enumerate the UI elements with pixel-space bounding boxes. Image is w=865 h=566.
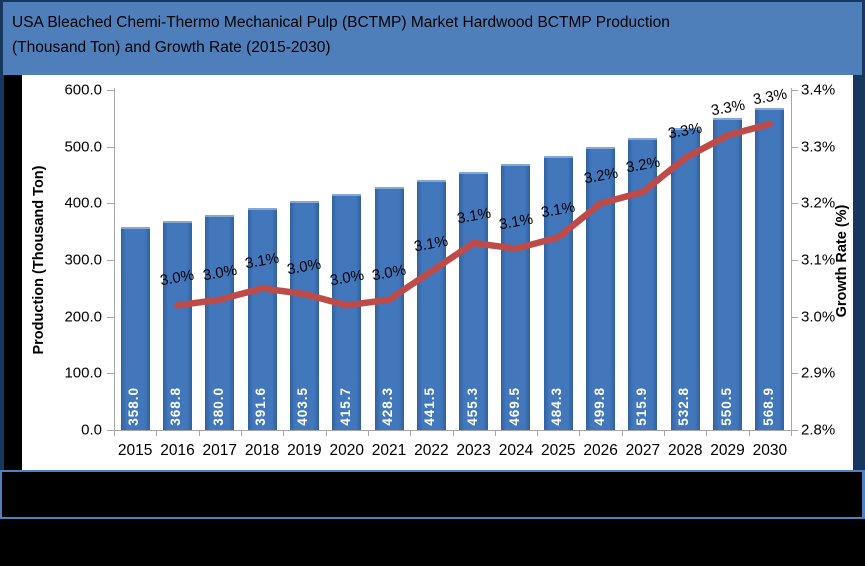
x-axis-category-label: 2020 [329,442,364,459]
right-axis-line [791,88,792,431]
bar [586,146,616,430]
x-axis-tick [452,430,454,436]
x-axis-category-label: 2019 [287,442,322,459]
right-axis-tick-label: 2.8% [801,421,836,439]
bar [332,194,362,430]
x-axis-category-label: 2018 [244,442,280,459]
bar [289,201,319,430]
x-axis-tick [706,430,708,436]
x-axis-tick [156,430,158,436]
x-axis-category-label: 2024 [498,442,534,459]
right-axis-tick [791,203,798,205]
x-axis-category-label: 2022 [414,442,449,459]
right-axis-tick [791,430,798,431]
right-axis-tick-label: 2.9% [801,364,836,382]
bar [162,221,192,430]
x-axis-tick [410,430,412,436]
y-axis-line [114,88,115,431]
x-axis-category-label: 2021 [371,442,407,459]
chart-title-line1: USA Bleached Chemi-Thermo Mechanical Pul… [12,14,670,31]
right-axis-tick [791,146,798,148]
x-axis-category-label: 2023 [456,442,491,459]
y-axis-tick-label: 200.0 [64,308,102,326]
right-axis-tick [791,260,798,261]
right-axis-tick-label: 3.0% [801,308,836,326]
y-axis-tick-label: 100.0 [64,364,102,382]
bar [416,179,446,430]
x-axis-tick [621,430,623,436]
y-axis-tick-label: 300.0 [64,251,102,269]
right-axis-tick-label: 3.3% [801,138,836,156]
y-axis-tick [107,90,114,91]
x-axis-category-label: 2028 [667,442,703,459]
y-axis-tick [107,260,114,261]
redacted-left-strip [4,75,22,470]
bar [205,214,235,430]
bar [374,187,404,430]
y-axis-tick-label: 0.0 [81,421,102,439]
x-axis-category-label: 2025 [541,442,576,459]
x-axis-category-label: 2016 [160,442,195,459]
bar [543,155,573,430]
x-axis-tick [579,430,581,436]
x-axis-tick [791,430,792,436]
x-axis-tick [283,430,285,436]
chart-title-band: USA Bleached Chemi-Thermo Mechanical Pul… [3,2,862,75]
redacted-legend-band [0,470,865,519]
bar [459,171,489,430]
redacted-footer-band [0,519,865,566]
right-axis-tick-label: 3.4% [801,81,836,99]
right-axis-tick [791,90,798,91]
x-axis-category-label: 2030 [752,442,788,459]
x-axis-tick [494,430,496,436]
x-axis-category-label: 2017 [202,442,238,459]
y-axis-tick [107,430,114,431]
bar [501,163,531,430]
y-axis-tick-label: 500.0 [64,138,102,156]
y-axis-tick [107,203,114,205]
y-axis-tick [107,146,114,148]
x-axis-tick [748,430,750,436]
right-axis-tick [791,373,798,375]
x-axis-category-label: 2029 [710,442,745,459]
bar [120,227,150,430]
y-axis-tick [107,316,114,318]
bar [755,107,785,430]
x-axis-tick [664,430,666,436]
x-axis-tick [325,430,327,436]
bar [670,128,700,430]
bar [247,208,277,430]
y-axis-tick [107,373,114,375]
x-axis-tick [537,430,539,436]
right-axis-tick-label: 3.2% [801,194,836,212]
y-axis-tick-label: 600.0 [64,81,102,99]
x-axis-tick [367,430,369,436]
right-axis-tick [791,316,798,318]
x-axis-tick [114,430,115,436]
x-axis-category-label: 2015 [117,442,153,459]
chart-title-line2: (Thousand Ton) and Growth Rate (2015-203… [12,39,331,56]
x-axis-category-label: 2027 [625,442,661,459]
right-axis-tick-label: 3.1% [801,251,836,269]
bar [713,118,743,430]
x-axis-tick [240,430,242,436]
growth-rate-polyline [174,120,774,309]
x-axis-category-label: 2026 [583,442,618,459]
x-axis-tick [198,430,200,436]
y-axis-tick-label: 400.0 [64,194,102,212]
